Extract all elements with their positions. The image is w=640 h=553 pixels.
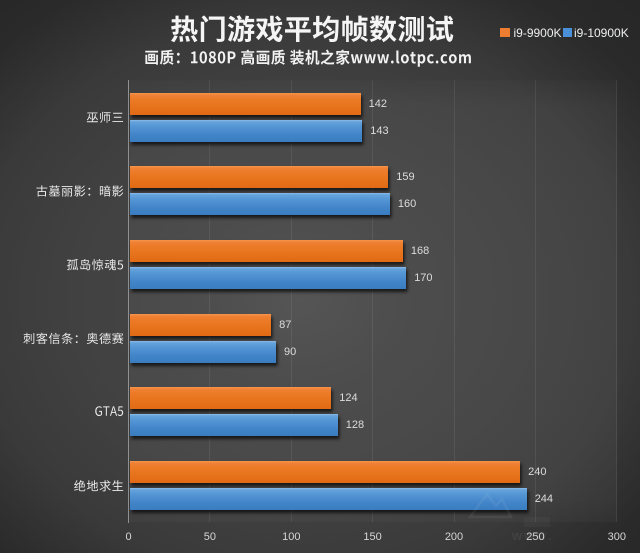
svg-text:www.: www. [511,528,553,543]
